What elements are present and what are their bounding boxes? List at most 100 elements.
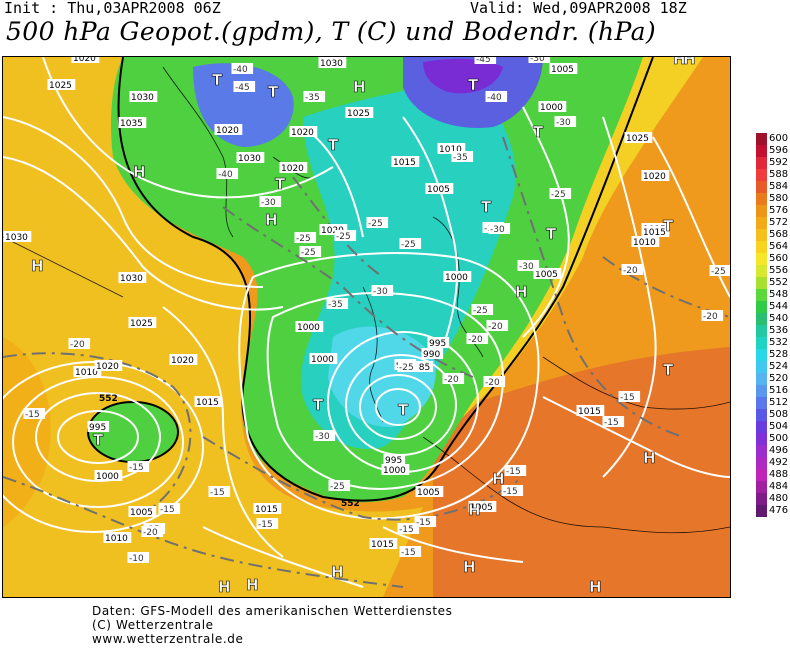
legend-row: 568 (750, 229, 790, 241)
pressure-label-text: 1025 (130, 319, 153, 329)
pressure-label-box (437, 143, 466, 154)
temperature-label: -20 (442, 373, 465, 385)
legend-value: 576 (769, 205, 789, 216)
legend-row: 580 (750, 193, 790, 205)
pressure-label-text: 1025 (626, 134, 649, 144)
pressure-label-box (3, 231, 32, 242)
pressure-label: 1030 (236, 152, 265, 164)
pressure-label-box (319, 224, 348, 235)
low-pressure-marker-text: T (533, 123, 544, 141)
geopot-552-label: 552 (341, 499, 360, 509)
pressure-label-box (128, 317, 157, 328)
temperature-label-text: -25 (399, 363, 414, 373)
low-pressure-marker: T (663, 217, 675, 236)
pressure-label-box (421, 348, 444, 359)
legend-swatch (756, 505, 767, 517)
pressure-label-text: 1015 (255, 505, 278, 515)
temperature-label-box (483, 376, 506, 387)
legend-row: 592 (750, 157, 790, 169)
legend-swatch (756, 229, 767, 241)
temperature-label-box (231, 63, 254, 74)
legend-row: 524 (750, 361, 790, 373)
temperature-label-text: -20 (70, 340, 85, 350)
pressure-label-text: 1005 (417, 488, 440, 498)
temperature-label: -45 (233, 81, 256, 93)
high-pressure-marker-text: H (492, 470, 505, 488)
pressure-label-box (279, 162, 308, 173)
temperature-label-box (23, 408, 46, 419)
temperature-label-box (68, 338, 91, 349)
temperature-label: -25 (399, 238, 422, 250)
low-pressure-marker: T (468, 76, 480, 95)
pressure-label: 1035 (118, 117, 147, 129)
legend-value: 560 (769, 253, 789, 264)
low-pressure-marker: T (398, 401, 410, 420)
low-pressure-marker-text: T (268, 83, 279, 101)
legend-swatch (756, 145, 767, 157)
legend-value: 540 (769, 313, 789, 324)
pressure-label-text: 985 (413, 363, 430, 373)
legend-row: 588 (750, 169, 790, 181)
legend-row: 488 (750, 469, 790, 481)
temperature-label: -40 (216, 168, 239, 180)
pressure-label-text: 1030 (238, 154, 261, 164)
temperature-label-box (216, 168, 239, 179)
temperature-label: -30 (517, 260, 540, 272)
legend-value: 552 (769, 277, 789, 288)
europe-coast (422, 436, 730, 534)
legend-swatch (756, 421, 767, 433)
legend-swatch (756, 253, 767, 265)
low-pressure-marker-text: T (663, 217, 674, 235)
pressure-label: 1020 (641, 170, 670, 182)
temperature-label: -25 (709, 265, 730, 277)
temperature-label-box (397, 523, 420, 534)
low-pressure-marker-text: T (468, 76, 479, 94)
temperature-label-text: -15 (25, 410, 40, 420)
temperature-label: -35 (326, 298, 349, 310)
green-cutoff-low (88, 402, 178, 462)
greenland-coast (162, 66, 234, 238)
legend-swatch (756, 265, 767, 277)
pressure-label-box (169, 354, 198, 365)
legend-value: 492 (769, 457, 789, 468)
temperature-label-text: -45 (235, 83, 250, 93)
legend-row: 584 (750, 181, 790, 193)
pressure-label-box (253, 503, 282, 514)
legend-value: 488 (769, 469, 789, 480)
temperature-label-box (299, 246, 322, 257)
legend-row: 572 (750, 217, 790, 229)
geopot-552-label-text: 552 (341, 499, 360, 509)
pressure-label: 1005 (549, 63, 578, 75)
temperature-label: -15 (618, 391, 641, 403)
temperature-label-text: -25 (296, 234, 311, 244)
credits: Daten: GFS-Modell des amerikanischen Wet… (92, 604, 453, 646)
legend-swatch (756, 397, 767, 409)
legend-swatch (756, 433, 767, 445)
legend-value: 588 (769, 169, 789, 180)
legend-swatch (756, 289, 767, 301)
high-pressure-marker-text: H (683, 57, 696, 68)
low-pressure-marker: T (93, 431, 105, 450)
geopot-552-label-text: 552 (99, 394, 118, 404)
temperature-label-box (371, 285, 394, 296)
legend-value: 544 (769, 301, 789, 312)
pressure-label: 1030 (118, 272, 147, 284)
pressure-label-box (624, 132, 653, 143)
weather-map-canvas: 1020 1025 1030 1035 1020 1030 1005 1000 1025 1020… (3, 57, 730, 597)
low-pressure-marker: T (663, 361, 675, 380)
legend-swatch (756, 457, 767, 469)
temperature-label-box (504, 465, 527, 476)
temperature-label-text: -35 (305, 93, 320, 103)
north-america-coast (3, 236, 124, 298)
pressure-label: 1005 (415, 486, 444, 498)
temperature-label-text: -30 (373, 287, 388, 297)
temperature-label-text: -25 (336, 232, 351, 242)
temperature-label-text: -25 (551, 190, 566, 200)
pressure-label: 990 (421, 348, 444, 360)
high-pressure-marker-text: H (133, 163, 146, 181)
temperature-label-box (158, 503, 181, 514)
pressure-label: 985 (411, 361, 434, 373)
pressure-label-box (47, 79, 76, 90)
temperature-label-text: -25 (301, 248, 316, 258)
temperature-label: -15 (501, 485, 524, 497)
